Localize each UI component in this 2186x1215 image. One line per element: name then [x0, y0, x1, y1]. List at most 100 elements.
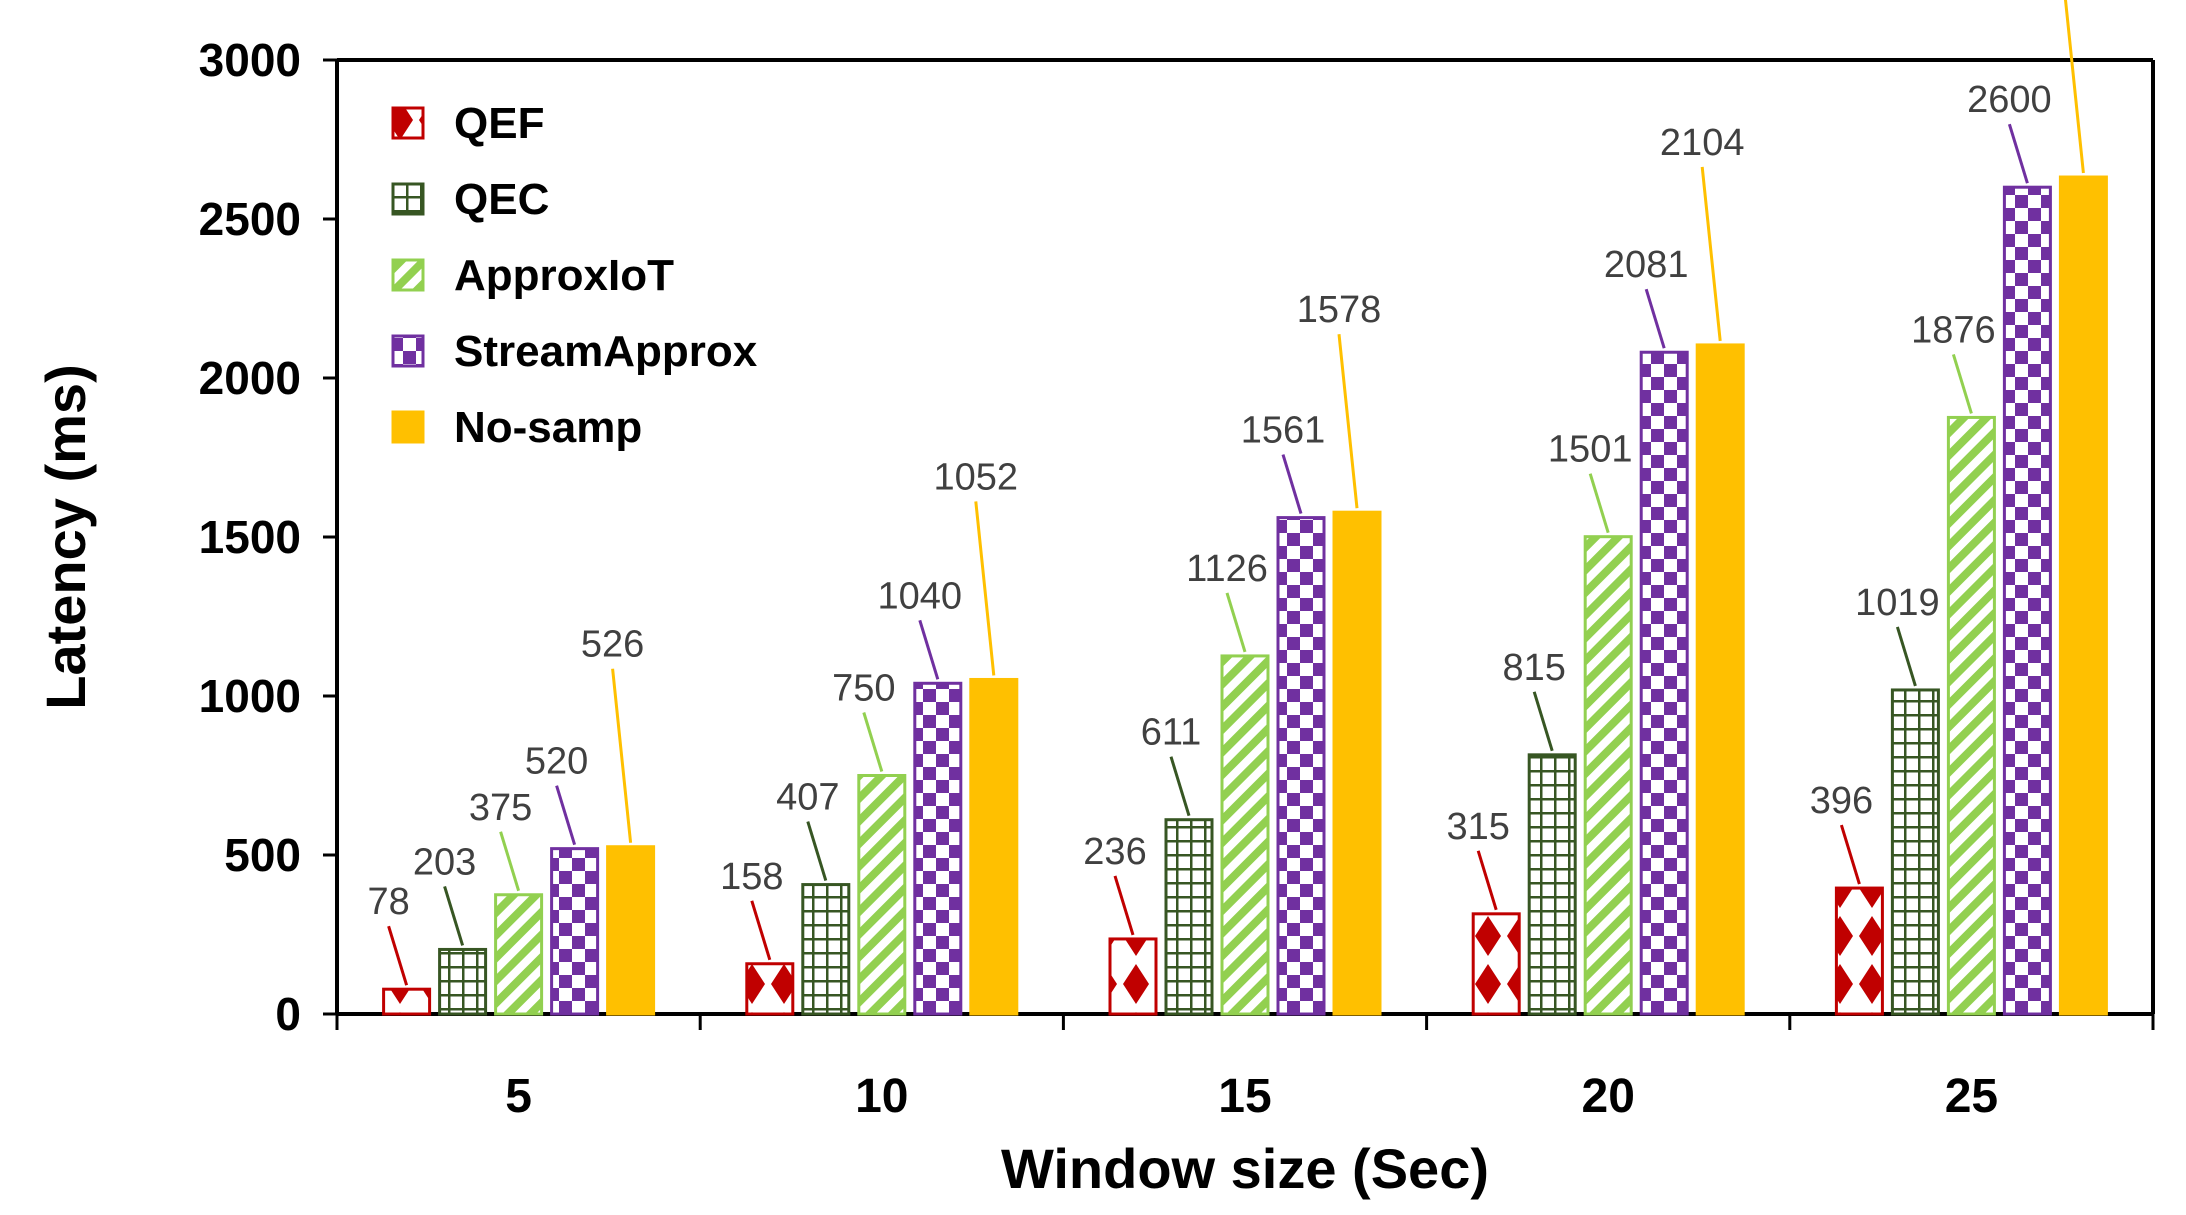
data-label: 236: [1083, 831, 1146, 873]
bar-qec-25: [1890, 688, 1940, 1016]
data-label: 1578: [1297, 289, 1382, 331]
bar-approxiot-5: [494, 893, 544, 1016]
data-label: 1040: [878, 575, 963, 617]
leader-line: [2063, 0, 2085, 174]
leader-line: [499, 831, 521, 892]
data-label: 815: [1502, 647, 1565, 689]
y-tick-label: 1500: [199, 511, 301, 563]
data-label: 526: [581, 624, 644, 666]
legend-swatch-qef: [391, 106, 425, 140]
legend-label: QEF: [454, 99, 544, 148]
y-tick-label: 1000: [199, 670, 301, 722]
bar-streamapprox-25: [2002, 185, 2052, 1016]
leader-line: [750, 900, 772, 961]
data-label: 315: [1446, 806, 1509, 848]
bar-approxiot-25: [1946, 415, 1996, 1016]
x-tick-label: 5: [505, 1070, 532, 1123]
leader-line: [443, 886, 465, 946]
leader-line: [1895, 626, 1917, 687]
bar-no-samp-5: [606, 845, 656, 1016]
data-label: 1561: [1241, 410, 1326, 452]
data-label: 2081: [1604, 244, 1689, 286]
legend-label: StreamApprox: [454, 327, 758, 376]
data-label: 611: [1141, 712, 1202, 754]
data-label: 2600: [1967, 79, 2052, 121]
data-label: 1052: [934, 456, 1019, 498]
bar-no-samp-15: [1332, 510, 1382, 1016]
bar-qef-10: [745, 962, 795, 1016]
legend-swatch-approxiot: [391, 258, 425, 292]
data-label: 396: [1810, 780, 1873, 822]
leader-line: [1281, 454, 1303, 515]
bar-no-samp-25: [2058, 175, 2108, 1016]
legend-label: No-samp: [454, 403, 642, 452]
x-tick-label: 10: [855, 1070, 908, 1123]
bar-streamapprox-20: [1639, 350, 1689, 1016]
leader-line: [974, 501, 996, 676]
data-label: 158: [720, 856, 783, 898]
data-label: 520: [525, 741, 588, 783]
bar-qec-15: [1164, 818, 1214, 1016]
leader-line: [1337, 334, 1359, 509]
data-label: 203: [413, 841, 476, 883]
legend-swatch-qec: [391, 182, 425, 216]
bar-qef-5: [382, 987, 432, 1016]
data-label: 407: [776, 777, 839, 819]
bar-approxiot-15: [1220, 654, 1270, 1016]
data-label: 750: [832, 668, 895, 710]
leader-line: [1700, 166, 1722, 342]
leader-line: [918, 619, 940, 680]
bar-qec-10: [801, 883, 851, 1016]
bar-no-samp-20: [1695, 343, 1745, 1016]
x-axis-title: Window size (Sec): [1001, 1137, 1489, 1200]
data-label: 1501: [1548, 429, 1633, 471]
bar-qef-15: [1108, 937, 1158, 1016]
leader-line: [1225, 592, 1247, 653]
data-label: 78: [367, 881, 409, 923]
leader-line: [1532, 691, 1554, 752]
bar-approxiot-20: [1583, 535, 1633, 1016]
legend-swatch-streamapprox: [391, 334, 425, 368]
bar-qec-20: [1527, 753, 1577, 1016]
bar-qef-25: [1834, 886, 1884, 1016]
data-label: 1126: [1186, 548, 1268, 590]
data-label: 375: [469, 787, 532, 829]
bar-streamapprox-5: [550, 847, 600, 1016]
bar-streamapprox-10: [913, 681, 963, 1016]
legend-label: ApproxIoT: [454, 251, 674, 300]
leader-line: [611, 668, 633, 843]
leader-line: [862, 712, 884, 772]
leader-line: [1476, 850, 1498, 911]
leader-line: [806, 821, 828, 882]
legend-swatch-no-samp: [391, 410, 425, 444]
bar-qef-20: [1471, 912, 1521, 1016]
data-label: 2104: [1660, 122, 1745, 164]
y-tick-label: 0: [275, 988, 301, 1040]
bar-no-samp-10: [969, 677, 1019, 1016]
leader-line: [1169, 756, 1191, 817]
x-tick-label: 25: [1945, 1070, 1998, 1123]
ticks: 0 500 1000 1500 2000 2500 3000 5 10 15 20 25: [199, 34, 2155, 1123]
bar-streamapprox-15: [1276, 516, 1326, 1016]
bars: [382, 175, 2108, 1016]
legend-label: QEC: [454, 175, 549, 224]
leader-line: [387, 925, 409, 986]
bar-qec-5: [438, 947, 488, 1016]
y-tick-label: 3000: [199, 34, 301, 86]
leader-line: [1113, 875, 1135, 936]
data-label: 1019: [1855, 582, 1940, 624]
leader-line: [1839, 824, 1861, 885]
y-axis-title: Latency (ms): [34, 364, 97, 709]
x-tick-label: 15: [1218, 1070, 1271, 1123]
leader-line: [555, 785, 577, 846]
leader-line: [1951, 353, 1973, 414]
x-tick-label: 20: [1582, 1070, 1635, 1123]
leader-line: [1644, 288, 1666, 349]
y-tick-label: 2500: [199, 193, 301, 245]
bar-approxiot-10: [857, 774, 907, 1016]
leader-line: [2007, 123, 2029, 184]
y-tick-label: 500: [224, 829, 301, 881]
data-label: 1876: [1911, 309, 1996, 351]
